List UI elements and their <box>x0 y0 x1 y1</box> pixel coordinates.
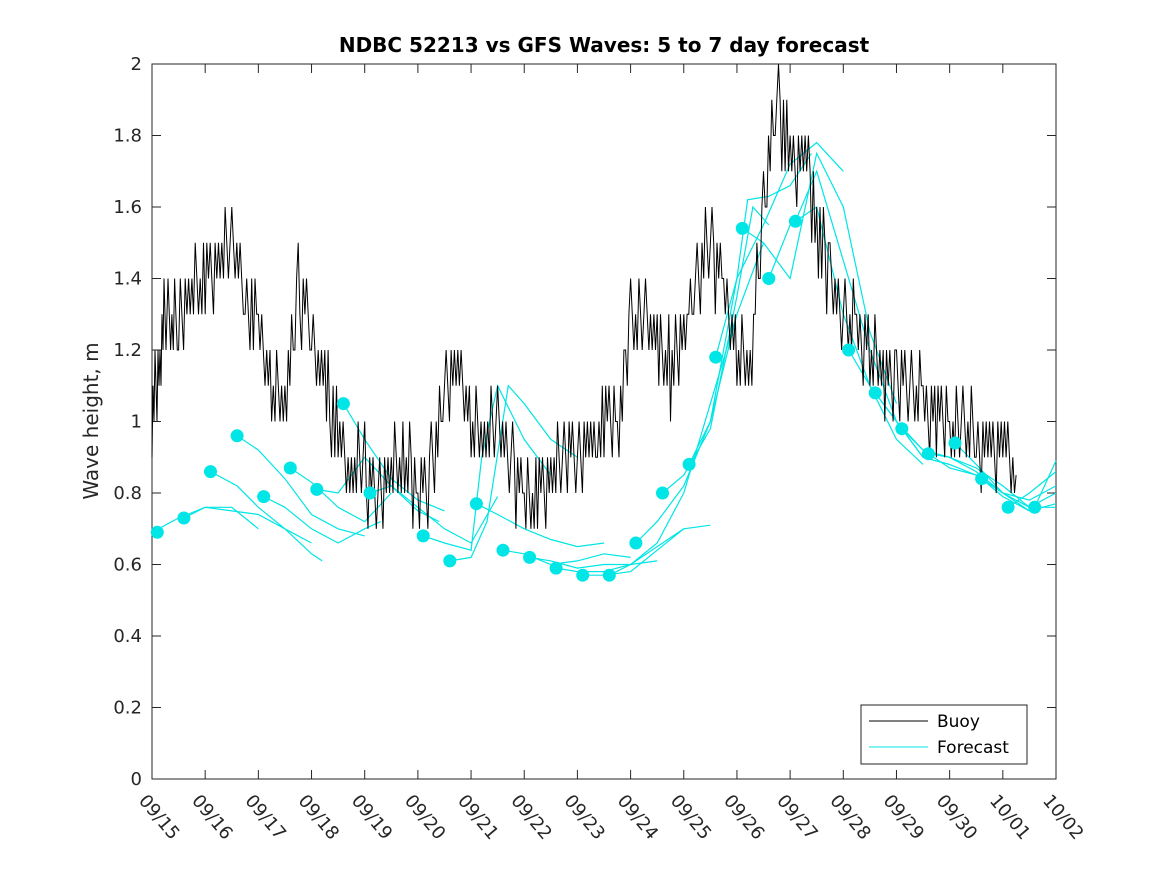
y-axis: 0 0.2 0.4 0.6 0.8 1 1.2 1.4 1.6 1.8 2 <box>113 54 1056 790</box>
forecast-marker <box>230 429 244 443</box>
x-tick-label: 09/28 <box>825 791 874 844</box>
forecast-marker <box>868 386 882 400</box>
forecast-series-line <box>423 383 552 551</box>
buoy-line <box>151 63 1017 529</box>
x-tick-label: 09/27 <box>772 791 821 844</box>
chart-title: NDBC 52213 vs GFS Waves: 5 to 7 day fore… <box>339 33 870 57</box>
forecast-series-line <box>741 151 898 404</box>
forecast-marker <box>549 561 563 575</box>
y-tick-label: 2 <box>131 54 142 75</box>
forecast-marker <box>443 554 457 568</box>
y-tick-label: 1.2 <box>113 340 142 361</box>
forecast-marker <box>735 221 749 235</box>
legend: Buoy Forecast <box>860 704 1028 765</box>
x-tick-label: 09/29 <box>879 791 928 844</box>
forecast-marker <box>336 397 350 411</box>
forecast-series-line <box>1034 460 1057 508</box>
forecast-series-line <box>688 153 812 465</box>
y-tick-label: 1.4 <box>113 269 142 290</box>
forecast-series-line <box>609 314 738 576</box>
forecast-marker <box>682 457 696 471</box>
y-tick-label: 0.8 <box>113 483 142 504</box>
forecast-series-line <box>289 467 392 523</box>
forecast-series-line <box>715 141 844 358</box>
forecast-marker <box>921 447 935 461</box>
forecast-marker <box>895 422 909 436</box>
legend-buoy-label: Buoy <box>937 712 980 732</box>
forecast-marker <box>416 529 430 543</box>
x-tick-label: 09/24 <box>613 791 662 844</box>
forecast-marker <box>283 461 297 475</box>
x-tick-label: 09/16 <box>187 791 236 844</box>
forecast-marker <box>842 343 856 357</box>
forecast-series-line <box>449 384 578 562</box>
forecast-series-line <box>529 556 658 569</box>
y-tick-label: 1.6 <box>113 197 142 218</box>
x-tick-label: 10/02 <box>1038 791 1087 844</box>
x-tick-label: 09/22 <box>506 791 555 844</box>
x-tick-label: 09/21 <box>453 791 502 844</box>
forecast-marker <box>496 543 510 557</box>
forecast-marker <box>629 536 643 550</box>
x-tick-label: 09/30 <box>932 791 981 844</box>
x-tick-label: 10/01 <box>985 791 1034 844</box>
forecast-series-line <box>263 496 381 544</box>
x-tick-label: 09/19 <box>347 791 396 844</box>
buoy-line-group <box>151 63 1017 529</box>
forecast-marker <box>948 436 962 450</box>
forecast-series-line <box>981 478 1057 512</box>
forecast-series-line <box>316 456 440 523</box>
y-tick-label: 1.8 <box>113 126 142 147</box>
forecast-marker <box>363 486 377 500</box>
forecast-series-line <box>556 528 685 573</box>
forecast-marker <box>656 486 669 500</box>
forecast-marker <box>523 550 537 564</box>
forecast-marker <box>469 497 483 511</box>
forecast-marker <box>576 568 590 582</box>
forecast-series-line <box>369 485 499 544</box>
forecast-marker <box>204 465 217 479</box>
forecast-marker <box>177 511 191 525</box>
forecast-marker <box>975 472 989 486</box>
x-tick-label: 09/17 <box>241 791 290 844</box>
x-tick-label: 09/15 <box>134 791 183 844</box>
x-tick-label: 09/20 <box>400 791 449 844</box>
forecast-series-line <box>635 242 765 544</box>
legend-forecast-label: Forecast <box>937 738 1009 758</box>
forecast-marker <box>310 482 324 496</box>
plot-area <box>151 63 1057 780</box>
x-tick-label: 09/23 <box>560 791 609 844</box>
forecast-series-line <box>210 471 323 562</box>
y-tick-label: 0 <box>131 769 142 790</box>
forecast-marker <box>150 525 164 539</box>
y-axis-label: Wave height, m <box>79 342 103 499</box>
y-tick-label: 0.2 <box>113 698 142 719</box>
forecast-marker <box>1001 500 1015 514</box>
forecast-series-line <box>582 524 711 576</box>
forecast-marker <box>602 568 616 582</box>
x-tick-label: 09/18 <box>294 791 343 844</box>
forecast-marker <box>788 214 802 228</box>
forecast-series-line <box>183 506 312 544</box>
forecast-series-line <box>662 205 770 494</box>
forecast-marker <box>709 350 723 364</box>
y-tick-label: 0.4 <box>113 626 142 647</box>
forecast-series-line <box>236 435 365 537</box>
forecast-marker <box>1028 500 1042 514</box>
y-tick-label: 0.6 <box>113 555 142 576</box>
forecast-series-line <box>476 503 605 548</box>
y-tick-label: 1 <box>131 412 142 433</box>
legend-box <box>860 704 1028 765</box>
forecast-markers <box>150 214 1042 582</box>
x-tick-label: 09/26 <box>719 791 768 844</box>
forecast-marker <box>257 490 271 504</box>
forecast-marker <box>762 272 776 285</box>
forecast-series-line <box>502 549 631 566</box>
x-tick-label: 09/25 <box>666 791 715 844</box>
